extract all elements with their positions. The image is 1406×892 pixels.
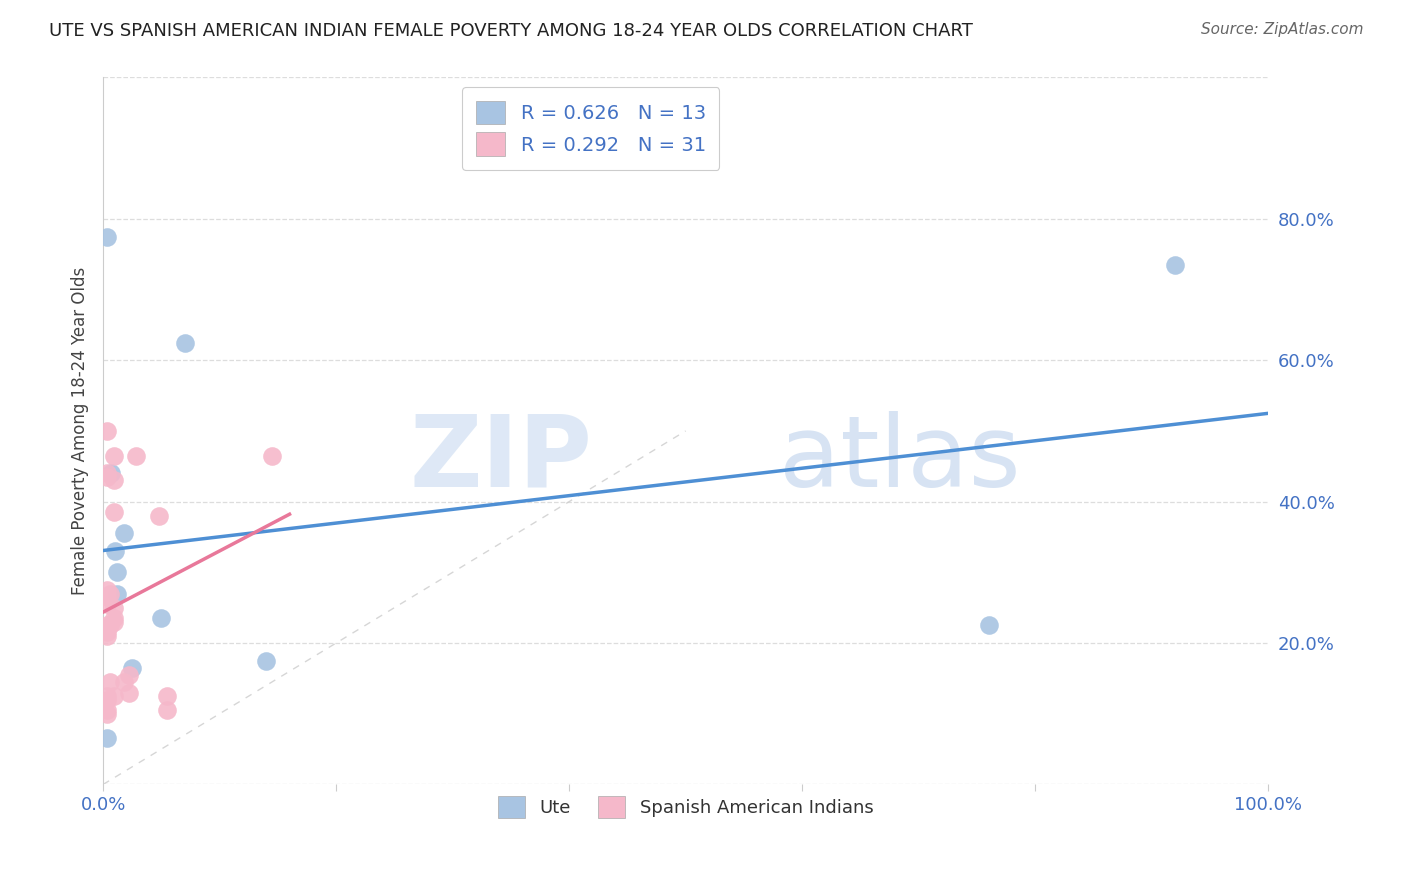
- Point: [977, 618, 1000, 632]
- Point: [96, 629, 118, 643]
- Point: [173, 335, 195, 350]
- Point: [96, 692, 118, 706]
- Point: [260, 449, 283, 463]
- Text: Source: ZipAtlas.com: Source: ZipAtlas.com: [1201, 22, 1364, 37]
- Point: [112, 674, 135, 689]
- Point: [96, 706, 118, 721]
- Point: [96, 689, 118, 703]
- Point: [96, 625, 118, 640]
- Point: [96, 424, 118, 438]
- Point: [98, 618, 121, 632]
- Point: [156, 703, 179, 717]
- Point: [100, 467, 122, 481]
- Point: [104, 544, 127, 558]
- Point: [103, 611, 125, 625]
- Point: [125, 449, 148, 463]
- Legend: Ute, Spanish American Indians: Ute, Spanish American Indians: [491, 789, 880, 825]
- Point: [96, 731, 118, 746]
- Point: [148, 508, 170, 523]
- Point: [96, 618, 118, 632]
- Point: [1164, 258, 1187, 272]
- Point: [103, 449, 125, 463]
- Y-axis label: Female Poverty Among 18-24 Year Olds: Female Poverty Among 18-24 Year Olds: [72, 267, 89, 595]
- Point: [118, 668, 141, 682]
- Point: [96, 597, 118, 611]
- Point: [96, 582, 118, 597]
- Text: UTE VS SPANISH AMERICAN INDIAN FEMALE POVERTY AMONG 18-24 YEAR OLDS CORRELATION : UTE VS SPANISH AMERICAN INDIAN FEMALE PO…: [49, 22, 973, 40]
- Point: [156, 689, 179, 703]
- Point: [254, 654, 277, 668]
- Point: [103, 615, 125, 629]
- Point: [103, 505, 125, 519]
- Point: [118, 685, 141, 699]
- Point: [103, 689, 125, 703]
- Point: [103, 474, 125, 488]
- Point: [121, 661, 143, 675]
- Point: [96, 703, 118, 717]
- Point: [96, 590, 118, 604]
- Point: [96, 467, 118, 481]
- Text: ZIP: ZIP: [409, 410, 592, 508]
- Text: atlas: atlas: [779, 410, 1021, 508]
- Point: [105, 566, 128, 580]
- Point: [105, 586, 128, 600]
- Point: [96, 470, 118, 484]
- Point: [103, 600, 125, 615]
- Point: [112, 526, 135, 541]
- Point: [150, 611, 173, 625]
- Point: [96, 229, 118, 244]
- Point: [98, 674, 121, 689]
- Point: [98, 586, 121, 600]
